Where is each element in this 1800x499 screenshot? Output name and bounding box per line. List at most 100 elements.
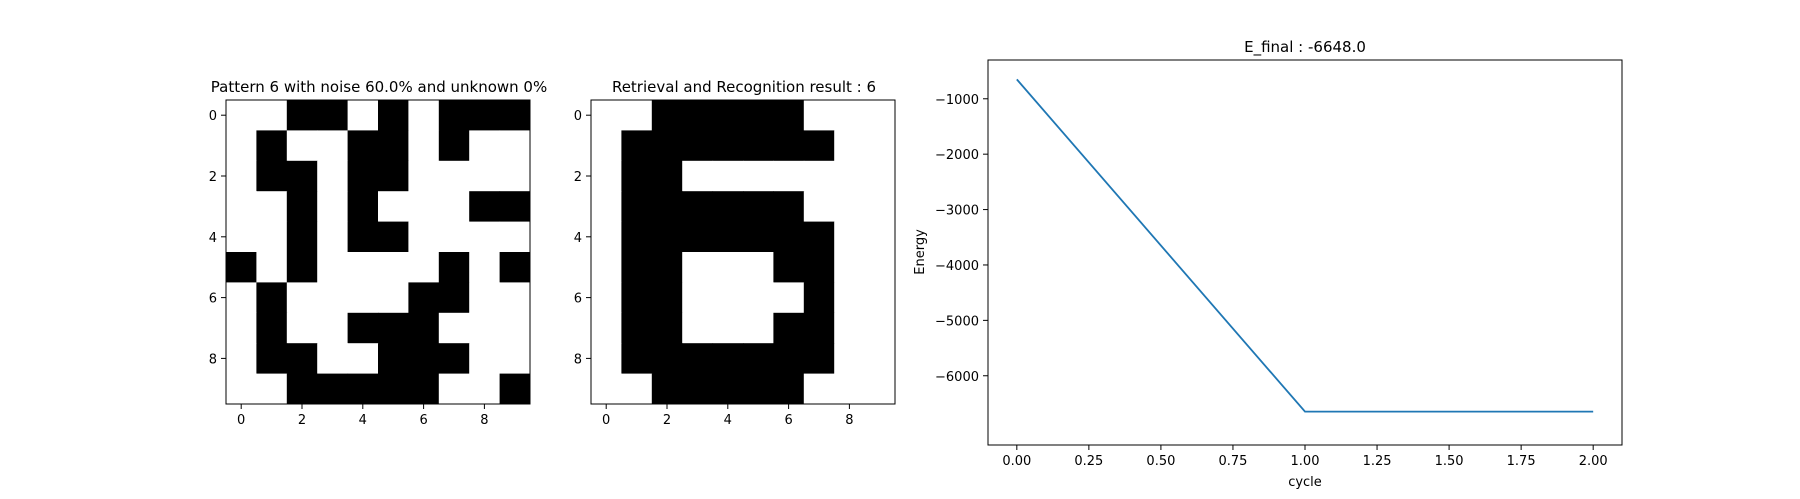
cell	[286, 130, 318, 162]
x-tick-label: 8	[480, 413, 488, 428]
cell	[499, 191, 531, 223]
y-tick-label: −2000	[935, 148, 979, 163]
cell	[864, 312, 896, 344]
cell	[803, 160, 835, 192]
cell	[834, 100, 866, 131]
cell	[347, 191, 379, 223]
cell	[317, 373, 349, 405]
x-tick-label: 2.00	[1579, 454, 1608, 469]
cell	[438, 100, 470, 131]
cell	[773, 191, 805, 223]
cell	[408, 252, 440, 283]
x-tick-label: 1.75	[1507, 454, 1536, 469]
cell	[469, 221, 501, 253]
cell	[743, 282, 774, 314]
cell	[317, 252, 349, 283]
cell	[499, 160, 531, 192]
cell	[803, 130, 835, 162]
energy-x-axis: 0.00 0.25 0.50 0.75 1.00 1.25 1.50 1.75 2.00	[1002, 445, 1608, 469]
energy-chart-title: E_final : -6648.0	[1244, 38, 1366, 57]
cell	[347, 282, 379, 314]
x-tick-label: 0	[237, 413, 245, 428]
cell	[773, 221, 805, 253]
cell	[712, 312, 744, 344]
cell	[438, 130, 470, 162]
cell	[743, 373, 774, 405]
cell	[682, 221, 714, 253]
cell	[378, 160, 409, 192]
x-tick-label: 6	[419, 413, 427, 428]
x-tick-label: 0.50	[1146, 454, 1175, 469]
cell	[682, 100, 714, 131]
x-tick-label: 1.25	[1363, 454, 1392, 469]
cell	[438, 252, 470, 283]
cell	[834, 191, 866, 223]
cell	[591, 312, 622, 344]
cell	[651, 130, 683, 162]
y-tick-label: 8	[574, 352, 582, 367]
cell	[651, 160, 683, 192]
cell	[743, 221, 774, 253]
y-tick-label: 2	[209, 170, 217, 185]
cell	[469, 191, 501, 223]
cell	[317, 191, 349, 223]
cell	[347, 221, 379, 253]
cell	[226, 373, 257, 405]
cell	[469, 160, 501, 192]
cell	[469, 373, 501, 405]
cell	[317, 160, 349, 192]
cell	[378, 343, 409, 375]
cell	[226, 312, 257, 344]
cell	[864, 100, 896, 131]
cell	[226, 343, 257, 375]
cell	[438, 221, 470, 253]
cell	[317, 130, 349, 162]
x-tick-label: 8	[845, 413, 853, 428]
cell	[347, 252, 379, 283]
cell	[499, 282, 531, 314]
energy-y-axis: −1000 −2000 −3000 −4000 −5000 −6000	[935, 93, 988, 385]
cell	[621, 191, 653, 223]
cell	[591, 100, 622, 131]
cell	[621, 282, 653, 314]
cell	[682, 343, 714, 375]
cell	[256, 252, 288, 283]
cell	[286, 312, 318, 344]
cell	[591, 343, 622, 375]
cell	[864, 282, 896, 314]
cell	[499, 130, 531, 162]
cell	[286, 100, 318, 131]
retrieval-result-frame	[590, 99, 896, 405]
cell	[864, 221, 896, 253]
cell	[591, 191, 622, 223]
cell	[347, 312, 379, 344]
energy-chart-panel: E_final : -6648.0 0.00 0.25 0.50 0.75 1.00 1.…	[913, 38, 1623, 490]
cell	[408, 221, 440, 253]
y-tick-label: 4	[574, 231, 582, 246]
cell	[317, 282, 349, 314]
cell	[651, 252, 683, 283]
cell	[621, 252, 653, 283]
cell	[712, 100, 744, 131]
energy-y-axis-label: Energy	[913, 229, 928, 275]
cell	[682, 252, 714, 283]
x-tick-label: 0.25	[1074, 454, 1103, 469]
retrieval-result-x-axis: 0 2 4 6 8	[602, 404, 854, 428]
cell	[803, 343, 835, 375]
cell	[438, 191, 470, 223]
cell	[712, 130, 744, 162]
retrieval-result-title: Retrieval and Recognition result : 6	[612, 78, 876, 96]
cell	[378, 282, 409, 314]
cell	[256, 130, 288, 162]
cell	[469, 343, 501, 375]
cell	[864, 343, 896, 375]
cell	[621, 160, 653, 192]
cell	[317, 100, 349, 131]
cell	[347, 130, 379, 162]
cell	[743, 343, 774, 375]
cell	[621, 312, 653, 344]
cell	[621, 343, 653, 375]
cell	[712, 191, 744, 223]
cell	[286, 191, 318, 223]
y-tick-label: 2	[574, 170, 582, 185]
